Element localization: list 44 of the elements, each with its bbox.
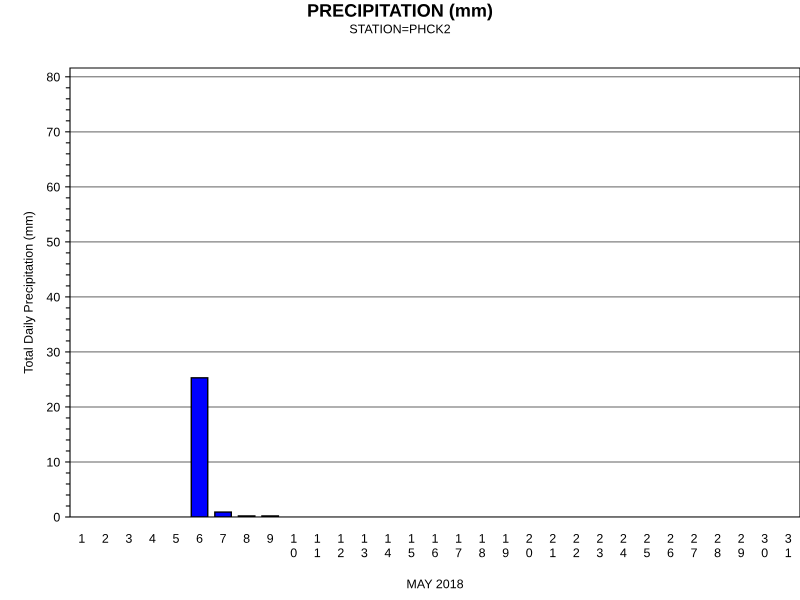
x-tick-label: 9 (267, 534, 274, 543)
x-tick-label: 30 (762, 534, 768, 558)
x-tick-label: 1 (79, 534, 85, 543)
x-tick-label: 31 (785, 534, 792, 558)
x-tick-label: 21 (550, 534, 556, 558)
x-tick-label: 26 (668, 534, 674, 558)
x-tick-label: 18 (479, 534, 486, 558)
x-axis-title: MAY 2018 (407, 579, 464, 588)
x-tick-label: 1 2 (338, 534, 344, 558)
x-tick-label: 17 (456, 534, 462, 558)
chart-subtitle: STATION=PHCK2 (350, 24, 450, 34)
x-tick-label: 5 (172, 534, 179, 543)
x-tick-label: 8 (244, 534, 250, 543)
x-tick-label: 7 (220, 534, 226, 543)
x-tick-label: 11 (314, 534, 320, 558)
x-tick-label: 10 (290, 534, 297, 558)
x-tick-label: 13 (361, 534, 368, 558)
x-tick-label: 20 (526, 534, 532, 558)
x-tick-label: 14 (384, 534, 392, 558)
y-tick-label: 80 (46, 72, 60, 82)
x-tick-label: 27 (691, 534, 697, 558)
x-tick-label: 3 (126, 534, 132, 543)
y-tick-label: 10 (47, 458, 60, 467)
x-tick-label: 22 (573, 534, 580, 558)
x-tick-label: 25 (644, 534, 650, 558)
x-tick-label: 29 (738, 534, 744, 558)
chart-title: PRECIPITATION (mm) (308, 4, 492, 20)
y-tick-label: 70 (47, 128, 60, 136)
x-tick-label: 2 (102, 534, 108, 543)
x-tick-label: 16 (432, 534, 438, 558)
y-axis-title: Total Daily Precipitation (mm) (24, 212, 36, 374)
y-tick-label: 40 (46, 292, 60, 302)
x-tick-label: 15 (408, 534, 414, 558)
y-tick-label: 30 (46, 348, 60, 357)
y-tick-label: 60 (47, 182, 60, 192)
x-tick-label: 23 (596, 534, 603, 558)
x-tick-label: 6 (196, 534, 202, 543)
y-tick-label: 0 (54, 512, 60, 522)
x-tick-label: 24 (620, 534, 626, 558)
x-tick-label: 28 (714, 534, 721, 558)
y-tick-label: 50 (46, 238, 60, 247)
x-tick-label: 19 (502, 534, 509, 558)
y-tick-label: 20 (47, 402, 60, 412)
x-tick-label: 4 (149, 534, 156, 543)
